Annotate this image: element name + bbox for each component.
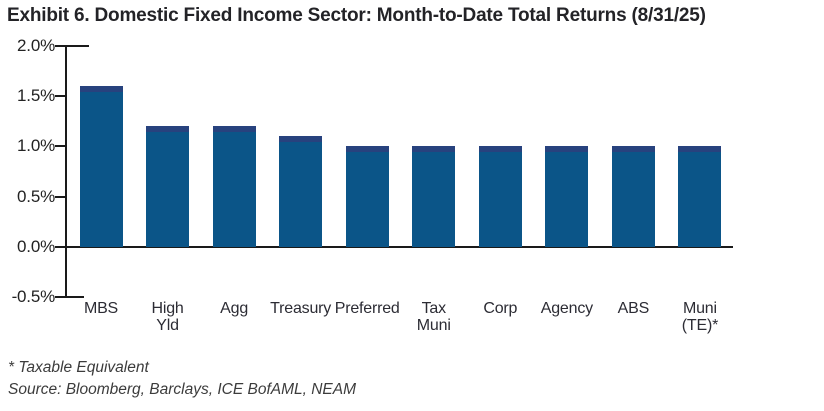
chart-title: Exhibit 6. Domestic Fixed Income Sector:… [7,5,706,26]
bar-abs [611,146,655,247]
y-axis-tick [55,95,65,98]
x-axis-category-label: Muni (TE)* [655,300,745,334]
footnote-taxable-equivalent: * Taxable Equivalent [8,359,149,376]
y-axis-tick [55,296,65,298]
x-axis-category-label-line: Yld [156,316,179,334]
x-axis-zero-line [66,245,733,248]
x-axis-category-label-line: ABS [617,300,650,317]
source-line: Source: Bloomberg, Barclays, ICE BofAML,… [8,381,357,398]
bar-tax-muni [412,146,456,247]
x-axis-category-label-line: Preferred [334,300,400,317]
x-axis-category-label-line: Agg [220,300,249,317]
y-axis-top-cap [66,45,89,47]
y-axis-tick [55,145,65,148]
y-axis-tick-label: -0.5% [11,287,56,306]
x-axis-category-label-line: High [151,300,184,317]
y-axis-tick-label: 2.0% [17,36,55,55]
bar-preferred [345,146,389,247]
y-axis-bottom-cap [66,296,84,298]
x-axis-category-label: Treasury [256,300,346,318]
bar-agency [545,146,589,247]
x-axis-category-label-line: (TE)* [681,316,719,334]
x-axis-category-label: Tax Muni [389,300,479,334]
y-axis-tick-label: 0.0% [17,236,55,256]
y-axis-tick [55,195,65,198]
x-axis-category-label: Agg [189,300,279,318]
x-axis-category-label: High Yld [123,300,213,334]
y-axis-tick [55,45,65,47]
bar-corp [478,146,522,247]
bar-high-yld [146,126,190,247]
y-axis-line [65,45,67,298]
x-axis-category-label: ABS [588,300,678,318]
x-axis-category-label-line: Agency [540,300,593,317]
x-axis-category-label-line: Muni [682,300,717,317]
x-axis-category-label: MBS [56,300,146,318]
bar-agg [212,126,256,247]
y-axis-tick-label: 1.0% [17,136,55,156]
x-axis-category-label-line: MBS [83,300,119,317]
x-axis-category-label-line: Treasury [270,300,332,317]
bar-mbs [79,86,123,247]
y-axis-tick-label: 1.5% [17,86,55,106]
x-axis-category-label: Corp [455,300,545,318]
y-axis-tick-label: 0.5% [17,186,55,206]
x-axis-category-label: Preferred [322,300,412,318]
x-axis-category-label: Agency [522,300,612,318]
x-axis-category-label-line: Tax [421,300,447,317]
y-axis-tick [55,245,65,248]
x-axis-category-label-line: Corp [483,300,518,317]
bar-muni-te [678,146,722,247]
bar-treasury [279,136,323,247]
x-axis-category-label-line: Muni [416,316,451,334]
